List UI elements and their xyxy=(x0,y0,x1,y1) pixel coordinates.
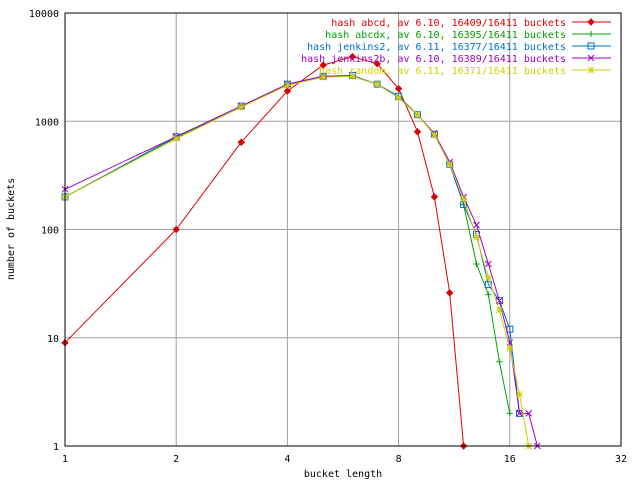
series-4-point xyxy=(395,94,402,102)
series-0-point xyxy=(283,87,292,95)
series-4-point xyxy=(349,72,356,80)
series-3-point xyxy=(496,297,503,305)
x-tick-label: 1 xyxy=(62,454,68,465)
series-4-point xyxy=(516,390,523,398)
series-0-point xyxy=(413,128,422,136)
series-2-line xyxy=(64,74,520,414)
series-1-point xyxy=(485,291,492,298)
series-0-point xyxy=(445,289,454,297)
series-4-point xyxy=(485,274,492,281)
series-3-point xyxy=(485,260,492,268)
series-3 xyxy=(61,72,541,450)
legend-label: hash random, av 6.11, 16371/16411 bucket… xyxy=(319,66,566,77)
legend-label: hash abcd, av 6.10, 16409/16411 buckets xyxy=(331,18,566,29)
series-4-line xyxy=(64,75,530,447)
series-4-point xyxy=(414,111,421,119)
y-tick-label: 1 xyxy=(53,442,59,453)
series-1-point xyxy=(506,410,513,417)
series-0-point xyxy=(319,61,327,69)
x-tick-label: 4 xyxy=(284,454,290,465)
series-3-point xyxy=(525,410,533,417)
series-2-point xyxy=(484,281,492,289)
plot-frame xyxy=(64,12,622,447)
series-0-point xyxy=(348,52,357,61)
y-tick-label: 10000 xyxy=(29,9,59,20)
series-4-point xyxy=(431,131,438,139)
y-tick-label: 10 xyxy=(47,334,59,345)
series-0-point xyxy=(430,193,439,201)
series-4-point xyxy=(172,135,180,143)
series-4-point xyxy=(319,73,327,81)
x-tick-label: 8 xyxy=(396,454,402,465)
legend: hash abcd, av 6.10, 16409/16411 bucketsh… xyxy=(301,18,611,77)
series-0-point xyxy=(172,225,180,234)
series-1-point xyxy=(496,358,503,365)
legend-label: hash jenkins2b, av 6.10, 16389/16411 buc… xyxy=(301,54,566,65)
series-4-point xyxy=(460,195,468,203)
legend-label: hash jenkins2, av 6.11, 16377/16411 buck… xyxy=(307,42,566,53)
series-4-point xyxy=(446,160,454,168)
y-axis-label: number of buckets xyxy=(6,178,17,280)
series-3-point xyxy=(587,54,595,62)
series-2-point xyxy=(587,42,595,50)
y-tick-label: 100 xyxy=(41,226,59,237)
series-0-point xyxy=(373,60,381,68)
tick-labels: 1 2 4 8 16 32 1 10 100 1000 10000 xyxy=(29,9,627,465)
series-4-point xyxy=(284,81,291,89)
series-0-point xyxy=(394,84,403,93)
series-1-point xyxy=(588,31,594,37)
series-4-point xyxy=(587,66,595,74)
series-4-point xyxy=(496,306,503,314)
series-4-point xyxy=(506,344,514,352)
x-tick-label: 16 xyxy=(504,454,516,465)
series-0-point xyxy=(587,18,595,26)
grid xyxy=(65,13,621,446)
series-0 xyxy=(61,52,468,450)
series-3-line xyxy=(64,75,538,447)
series-0-line xyxy=(64,56,465,447)
series-4-point xyxy=(373,80,381,88)
x-tick-label: 2 xyxy=(173,454,179,465)
series-3-point xyxy=(516,410,523,417)
series-layer xyxy=(61,52,541,450)
series-0-point xyxy=(237,138,245,146)
x-tick-label: 32 xyxy=(615,454,627,465)
x-axis-label: bucket length xyxy=(304,469,382,480)
series-3-point xyxy=(473,221,480,229)
series-4-point xyxy=(237,103,245,111)
series-1-point xyxy=(473,261,480,268)
series-4-point xyxy=(473,233,480,241)
y-tick-label: 1000 xyxy=(35,117,59,128)
series-2 xyxy=(61,71,524,417)
series-4 xyxy=(61,72,533,450)
legend-label: hash abcdx, av 6.10, 16395/16411 buckets xyxy=(325,30,566,41)
